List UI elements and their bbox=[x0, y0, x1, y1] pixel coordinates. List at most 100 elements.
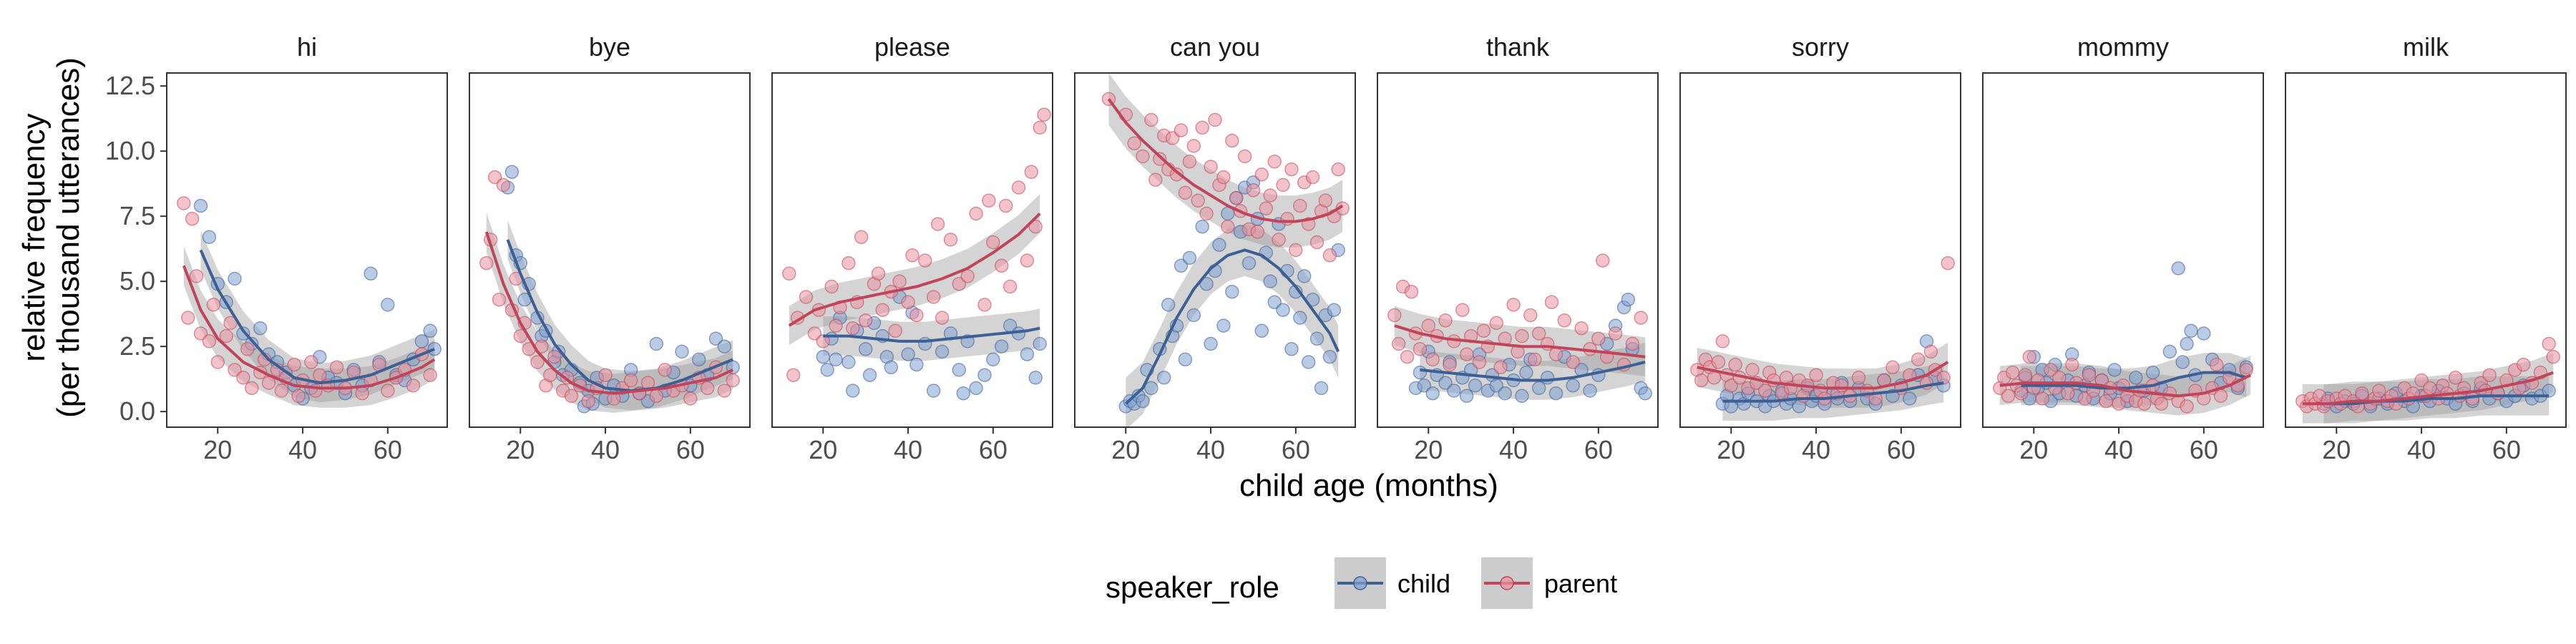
child-data-point bbox=[820, 363, 834, 377]
child-data-point bbox=[504, 165, 519, 180]
parent-data-point bbox=[381, 384, 395, 398]
y-axis-title-line2: (per thousand utterances) bbox=[51, 57, 86, 418]
x-tick-label: 20 bbox=[1717, 435, 1745, 464]
x-tick-label: 60 bbox=[374, 435, 402, 464]
child-data-point bbox=[1156, 371, 1171, 385]
facet-panels: hi 20 40 60 bye 20 40 60 please 20 40 60 can you 20 40… bbox=[166, 32, 2567, 464]
parent-data-point bbox=[1011, 180, 1026, 195]
parent-data-point bbox=[1489, 316, 1504, 331]
child-data-point bbox=[708, 331, 723, 346]
child-data-point bbox=[1417, 379, 1432, 393]
panel-plot-area bbox=[2296, 336, 2560, 424]
child-data-point bbox=[1322, 349, 1337, 364]
parent-data-point bbox=[1309, 235, 1324, 250]
parent-data-point bbox=[1293, 198, 1307, 213]
child-data-point bbox=[2180, 336, 2194, 351]
x-tick-label: 20 bbox=[1111, 435, 1140, 464]
legend-key-point bbox=[1500, 576, 1514, 590]
parent-data-point bbox=[829, 318, 843, 333]
child-data-point bbox=[1028, 371, 1043, 385]
parent-data-point bbox=[1715, 334, 1730, 348]
child-data-point bbox=[1540, 371, 1555, 385]
parent-data-point bbox=[782, 266, 796, 281]
x-tick-label: 40 bbox=[894, 435, 922, 464]
parent-data-point bbox=[1280, 212, 1294, 226]
x-tick-label: 60 bbox=[2190, 435, 2218, 464]
parent-data-point bbox=[1305, 170, 1320, 185]
parent-data-point bbox=[1033, 120, 1047, 135]
panel-plot-area bbox=[1690, 255, 1955, 421]
parent-data-point bbox=[1724, 379, 1739, 393]
parent-data-point bbox=[1766, 373, 1781, 388]
child-data-point bbox=[2129, 371, 2143, 385]
child-data-point bbox=[977, 368, 992, 382]
child-data-point bbox=[1276, 303, 1290, 317]
facet-title: milk bbox=[2403, 32, 2449, 62]
parent-data-point bbox=[717, 384, 732, 398]
parent-data-point bbox=[1443, 357, 1457, 372]
parent-data-point bbox=[1174, 123, 1189, 137]
child-data-point bbox=[2162, 344, 2177, 359]
parent-data-point bbox=[726, 373, 740, 388]
x-tick-label: 60 bbox=[676, 435, 705, 464]
facet-please: please 20 40 60 bbox=[771, 32, 1053, 464]
parent-data-point bbox=[1272, 233, 1286, 247]
parent-data-point bbox=[1318, 193, 1333, 208]
parent-data-point bbox=[1515, 328, 1529, 343]
legend: speaker_role child parent bbox=[1106, 557, 1617, 609]
x-tick-label: 60 bbox=[979, 435, 1008, 464]
parent-data-point bbox=[1144, 112, 1158, 127]
facet-hi: hi 20 40 60 bbox=[166, 32, 448, 464]
parent-data-point bbox=[935, 311, 950, 325]
parent-data-point bbox=[2035, 391, 2049, 406]
parent-data-point bbox=[1634, 311, 1648, 325]
parent-data-point bbox=[1506, 298, 1521, 312]
child-data-point bbox=[1638, 386, 1652, 401]
child-data-point bbox=[1498, 386, 1512, 401]
child-data-point bbox=[253, 321, 268, 336]
parent-data-point bbox=[1254, 167, 1269, 182]
child-data-point bbox=[1438, 376, 1453, 390]
parent-data-point bbox=[1186, 139, 1201, 153]
child-data-point bbox=[1297, 269, 1312, 283]
parent-data-point bbox=[1493, 360, 1508, 375]
y-tick-label: 12.5 bbox=[105, 71, 155, 100]
parent-data-point bbox=[547, 349, 562, 364]
parent-data-point bbox=[313, 368, 327, 382]
parent-data-point bbox=[291, 389, 306, 404]
child-data-point bbox=[1136, 394, 1150, 409]
panel-plot-area bbox=[1101, 73, 1350, 427]
child-data-point bbox=[858, 342, 873, 356]
child-data-point bbox=[884, 360, 899, 375]
panel-border bbox=[1377, 72, 1659, 428]
parent-data-point bbox=[1169, 167, 1184, 182]
x-tick-label: 40 bbox=[288, 435, 317, 464]
child-data-point bbox=[1902, 391, 1917, 406]
child-data-point bbox=[1195, 219, 1209, 234]
parent-data-point bbox=[2061, 386, 2075, 401]
parent-data-point bbox=[2448, 371, 2463, 385]
parent-data-point bbox=[228, 363, 242, 377]
child-data-point bbox=[846, 384, 860, 398]
y-tick-label: 2.5 bbox=[119, 331, 155, 361]
parent-data-point bbox=[2482, 368, 2497, 382]
parent-smooth-line bbox=[484, 231, 734, 395]
parent-data-point bbox=[969, 206, 983, 221]
parent-smooth-line bbox=[788, 213, 1041, 327]
parent-data-point bbox=[2154, 396, 2169, 411]
parent-data-point bbox=[1237, 149, 1252, 164]
child-data-point bbox=[829, 352, 843, 367]
parent-data-point bbox=[2516, 357, 2531, 372]
parent-data-point bbox=[1728, 357, 1742, 372]
parent-data-point bbox=[1455, 303, 1470, 317]
x-tick-label: 40 bbox=[1196, 435, 1225, 464]
parent-smooth-line bbox=[1999, 374, 2252, 398]
child-data-point bbox=[1566, 379, 1580, 393]
parent-data-point bbox=[1459, 347, 1474, 361]
child-data-point bbox=[364, 266, 378, 281]
parent-data-point bbox=[871, 266, 886, 281]
parent-data-point bbox=[1024, 165, 1039, 180]
child-smooth-line bbox=[1124, 248, 1340, 405]
parent-data-point bbox=[2371, 384, 2386, 398]
